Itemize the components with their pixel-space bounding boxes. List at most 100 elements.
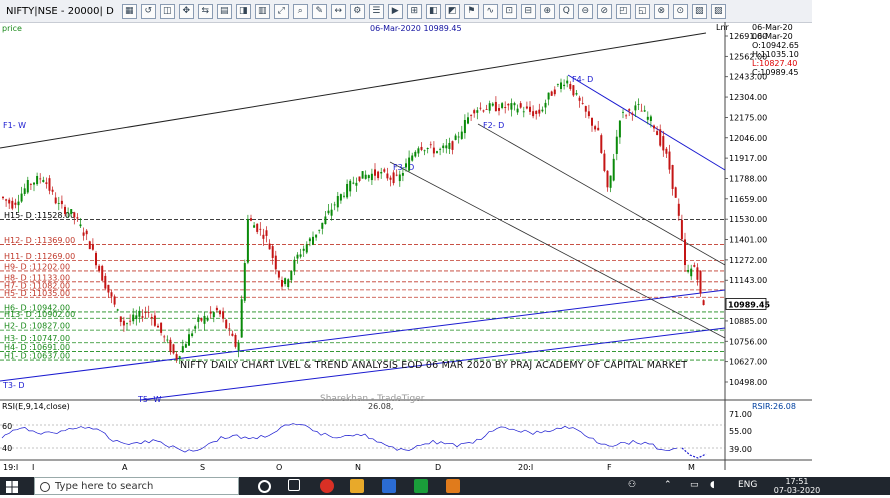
candle-body [451, 141, 454, 150]
trendline-t5-w [139, 327, 726, 401]
volume-icon[interactable]: ◖ [710, 480, 715, 490]
rsi-left-tick: 60 [2, 422, 12, 431]
candle-body [463, 119, 466, 134]
toolbar-button-13[interactable]: ☰ [368, 3, 384, 19]
toolbar-button-30[interactable]: ▧ [691, 3, 707, 19]
toolbar-button-28[interactable]: ⊗ [653, 3, 669, 19]
price-chart[interactable]: H15- D :11528.00 H12- D :11369.00 H11- D :… [0, 22, 812, 470]
candle-body [684, 239, 686, 266]
price-tick-label: 11788.00 [729, 174, 767, 183]
candle-body [634, 105, 637, 111]
candle-body [504, 107, 507, 108]
toolbar-button-5[interactable]: ▤ [216, 3, 232, 19]
windows-start-icon[interactable] [5, 479, 19, 493]
toolbar-button-2[interactable]: ◫ [159, 3, 175, 19]
candle-body [358, 176, 361, 181]
toolbar-button-17[interactable]: ◩ [444, 3, 460, 19]
candle-body [556, 84, 559, 86]
toolbar-button-7[interactable]: ▥ [254, 3, 270, 19]
task-view-icon[interactable] [288, 479, 300, 491]
tray-chevron-icon[interactable]: ⌃ [664, 480, 672, 490]
toolbar-button-27[interactable]: ◱ [634, 3, 650, 19]
candle-body [398, 174, 401, 182]
chart-title: 06-Mar-2020 10989.45 [370, 24, 462, 33]
candle-body [417, 148, 420, 154]
rsi-left-tick: 40 [2, 444, 12, 453]
toolbar-button-0[interactable]: ▦ [121, 3, 137, 19]
candle-body [126, 323, 128, 325]
toolbar-button-4[interactable]: ⇆ [197, 3, 213, 19]
cortana-icon[interactable] [258, 480, 271, 493]
candle-body [467, 117, 469, 124]
candle-body [609, 175, 612, 188]
toolbar-button-26[interactable]: ◰ [615, 3, 631, 19]
toolbar-button-19[interactable]: ∿ [482, 3, 498, 19]
candle-body [646, 116, 649, 120]
toolbar-button-8[interactable]: ⤢ [273, 3, 289, 19]
toolbar-button-25[interactable]: ⊘ [596, 3, 612, 19]
candle-body [284, 278, 287, 285]
taskbar-search-box[interactable]: Type here to search [34, 477, 239, 495]
toolbar-button-24[interactable]: ⊖ [577, 3, 593, 19]
candle-body [243, 263, 246, 301]
candle-body [680, 220, 683, 240]
toolbar-button-15[interactable]: ⊞ [406, 3, 422, 19]
toolbar-button-18[interactable]: ⚑ [463, 3, 479, 19]
price-tick-label: 12433.00 [729, 73, 767, 82]
candle-body [395, 174, 398, 176]
candle-body [507, 103, 510, 106]
tray-person-icon[interactable]: ⚇ [628, 480, 637, 490]
tradetiger-icon[interactable] [446, 479, 460, 493]
candle-body [699, 270, 702, 294]
candle-body [253, 225, 256, 228]
level-label: H11- D :11269.00 [4, 252, 75, 261]
candle-body [188, 334, 190, 346]
toolbar-button-9[interactable]: ⌕ [292, 3, 308, 19]
toolbar-button-3[interactable]: ✥ [178, 3, 194, 19]
time-axis-label: A [122, 463, 128, 470]
toolbar-button-23[interactable]: Q [558, 3, 574, 19]
candle-body [649, 116, 652, 122]
toolbar-button-21[interactable]: ⊟ [520, 3, 536, 19]
candle-body [643, 110, 646, 112]
toolbar-button-10[interactable]: ✎ [311, 3, 327, 19]
candle-body [460, 131, 463, 139]
clock-date: 07-03-2020 [773, 486, 821, 495]
candle-body [324, 216, 327, 225]
candle-body [60, 200, 63, 205]
price-tick-label: 12304.00 [729, 93, 767, 102]
toolbar-button-12[interactable]: ⚙ [349, 3, 365, 19]
candle-body [587, 111, 590, 117]
candle-body [308, 238, 311, 242]
candle-body [544, 102, 547, 108]
candle-body [2, 196, 4, 199]
toolbar-button-1[interactable]: ↺ [140, 3, 156, 19]
system-clock[interactable]: 17:51 07-03-2020 [772, 477, 822, 495]
language-indicator[interactable]: ENG [738, 480, 758, 490]
candle-body [538, 109, 541, 114]
candle-body [259, 228, 262, 230]
candle-body [532, 111, 535, 117]
store-icon[interactable] [382, 479, 396, 493]
toolbar-button-22[interactable]: ⊕ [539, 3, 555, 19]
app-icon[interactable] [414, 479, 428, 493]
candle-body [277, 271, 280, 278]
toolbar-button-16[interactable]: ◧ [425, 3, 441, 19]
price-tick-label: 11917.00 [729, 154, 767, 163]
toolbar-button-31[interactable]: ▨ [710, 3, 726, 19]
candle-body [219, 310, 221, 315]
toolbar-button-11[interactable]: ↔ [330, 3, 346, 19]
candle-body [569, 83, 572, 89]
toolbar-button-14[interactable]: ▶ [387, 3, 403, 19]
candle-body [45, 182, 48, 185]
toolbar-button-20[interactable]: ⊡ [501, 3, 517, 19]
chrome-icon[interactable] [320, 479, 334, 493]
candle-body [653, 125, 655, 129]
level-label: H15- D :11528.00 [4, 211, 75, 220]
toolbar-button-29[interactable]: ⊙ [672, 3, 688, 19]
level-label: H13- D :10902.00 [4, 310, 75, 319]
tray-network-icon[interactable]: ▭ [690, 480, 699, 490]
toolbar-button-6[interactable]: ◨ [235, 3, 251, 19]
candle-body [380, 172, 383, 174]
file-explorer-icon[interactable] [350, 479, 364, 493]
